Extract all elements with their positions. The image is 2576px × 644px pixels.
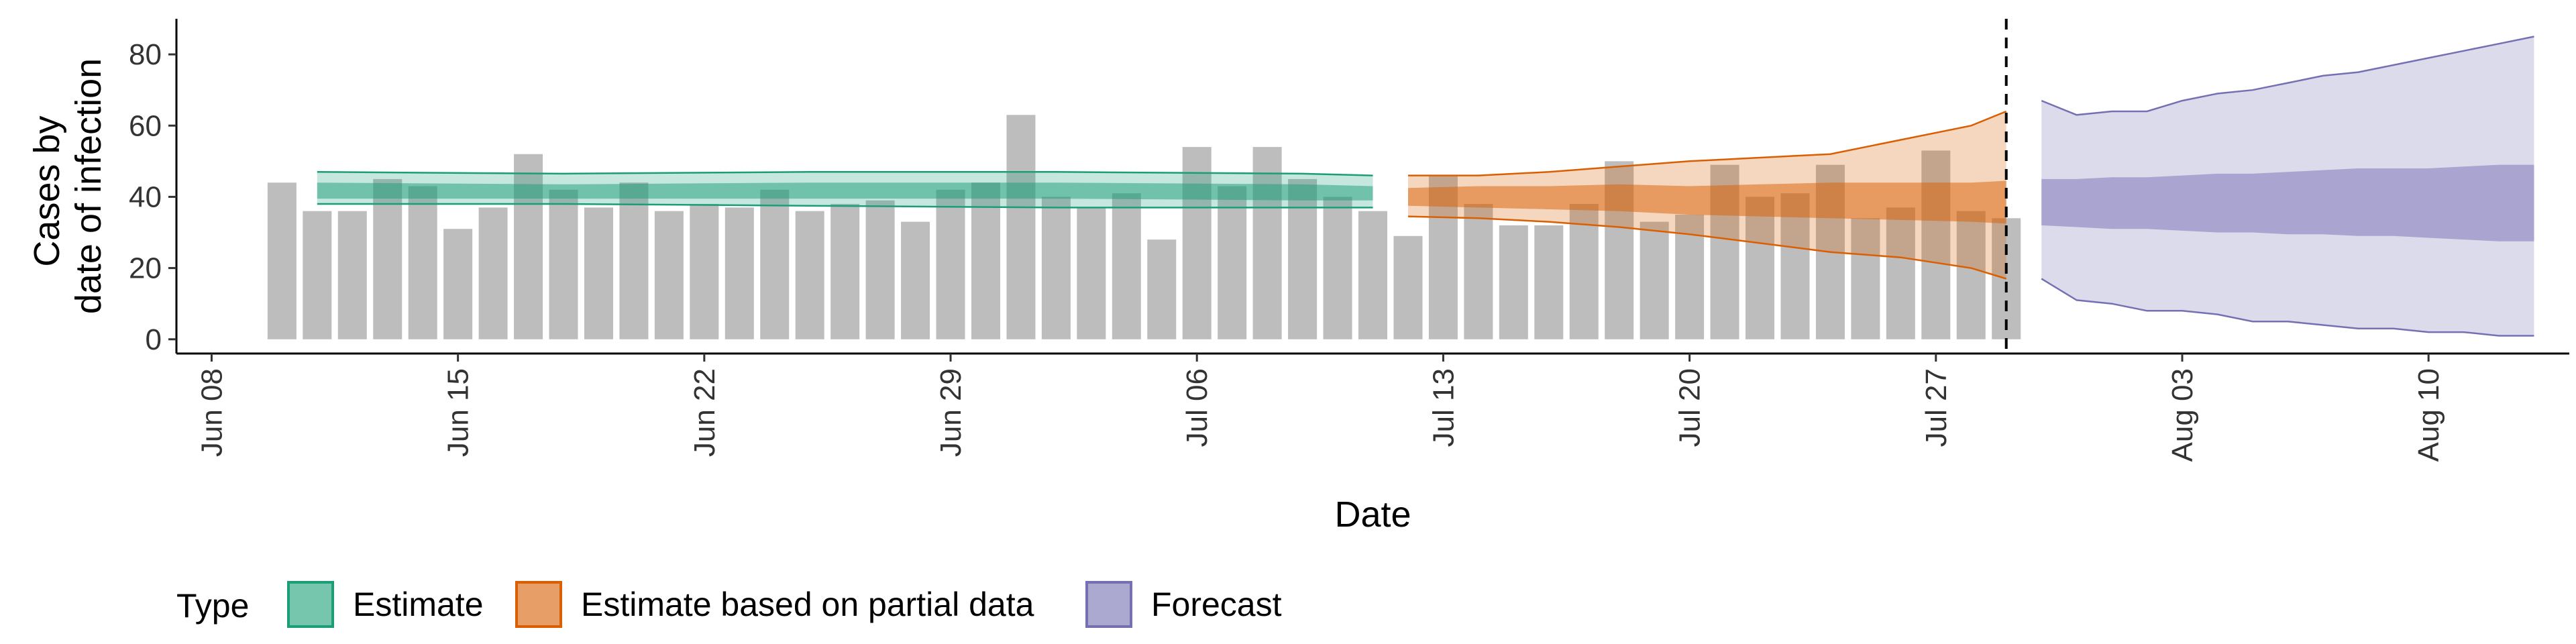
legend-item-estimate-based-on-partial-data: Estimate based on partial data — [515, 581, 1034, 628]
x-tick-label: Aug 10 — [2412, 368, 2445, 462]
legend-label: Estimate based on partial data — [581, 586, 1034, 623]
case-bar — [337, 211, 367, 339]
case-bar — [1077, 207, 1106, 339]
estimate-based-on-partial-data-band-50 — [1408, 180, 2006, 224]
legend-swatch — [287, 581, 334, 628]
estimate-upper-line — [317, 171, 1373, 176]
y-tick-label: 80 — [129, 38, 162, 71]
x-tick-label: Jun 08 — [195, 368, 228, 457]
case-bar — [865, 200, 895, 339]
case-bar — [1323, 197, 1352, 339]
y-tick-label: 0 — [146, 323, 162, 356]
case-bar — [1218, 186, 1247, 339]
x-tick-label: Aug 03 — [2166, 368, 2199, 462]
case-bar — [619, 182, 649, 339]
forecast-lower-line — [2041, 278, 2534, 337]
ribbons-layer — [317, 36, 2534, 337]
case-bar — [373, 178, 402, 339]
estimate-lower-line — [317, 203, 1373, 209]
case-bar — [1569, 204, 1599, 339]
case-bar — [1112, 193, 1141, 339]
legend-label: Forecast — [1151, 586, 1282, 623]
y-tick-label: 40 — [129, 180, 162, 213]
x-tick-label: Jun 15 — [442, 368, 475, 457]
case-bar — [1851, 218, 1880, 339]
y-axis-title: Cases by date of infection — [27, 58, 109, 314]
case-bar — [1252, 147, 1282, 339]
x-tick-label: Jul 20 — [1674, 368, 1707, 447]
case-bar — [1393, 235, 1423, 339]
axes-layer — [175, 19, 2569, 355]
case-bar — [1921, 150, 1951, 339]
legend: Type Estimate Estimate based on partial d… — [176, 581, 1282, 628]
x-tick-label: Jul 06 — [1181, 368, 1214, 447]
case-bar — [1288, 178, 1318, 339]
case-bar — [1147, 239, 1177, 339]
estimate-based-on-partial-data-lower-line — [1407, 215, 2007, 280]
case-bar — [654, 211, 684, 339]
legend-item-forecast: Forecast — [1085, 581, 1282, 628]
case-bar — [936, 189, 965, 339]
legend-items: Estimate Estimate based on partial data Fo… — [287, 581, 1282, 628]
case-bar — [303, 211, 332, 339]
x-tick-label: Jun 22 — [688, 368, 721, 457]
x-tick-label: Jul 27 — [1920, 368, 1953, 447]
x-axis-ticks: Jun 08 Jun 15 Jun 22 Jun 29 Jul 06 Jul 13 Jul … — [195, 354, 2445, 462]
case-bar — [1534, 225, 1564, 339]
case-bar — [443, 229, 473, 339]
case-bar — [901, 221, 930, 339]
y-axis-title-line-1: Cases by — [27, 115, 67, 266]
case-bar — [1182, 147, 1212, 339]
case-bar — [267, 182, 297, 339]
x-axis-title: Date — [1334, 494, 1411, 535]
estimate-based-on-partial-data-upper-line — [1408, 110, 2007, 176]
case-bar — [478, 207, 508, 339]
y-axis-title-line-2: date of infection — [68, 58, 109, 314]
case-bar — [760, 189, 790, 339]
case-bar — [1956, 211, 1986, 339]
case-bar — [408, 186, 437, 339]
estimate-band-50 — [317, 182, 1373, 201]
case-bar — [971, 182, 1000, 339]
case-bar — [1358, 211, 1388, 339]
y-axis-ticks: 0 20 40 60 80 — [129, 38, 176, 356]
case-bar — [830, 204, 860, 339]
case-bar — [584, 207, 613, 339]
case-bar — [795, 211, 824, 339]
case-bar — [1640, 221, 1669, 339]
forecast-band-50 — [2041, 164, 2534, 241]
x-tick-label: Jun 29 — [934, 368, 967, 457]
case-bar — [1041, 197, 1071, 339]
y-tick-label: 20 — [129, 252, 162, 285]
case-bar — [690, 204, 719, 339]
case-bar — [724, 207, 754, 339]
legend-swatch — [1085, 581, 1132, 628]
case-bar — [1006, 115, 1036, 339]
forecast-upper-line — [2041, 36, 2534, 116]
legend-item-estimate: Estimate — [287, 581, 484, 628]
legend-swatch — [515, 581, 562, 628]
case-bar — [1886, 207, 1915, 339]
case-bar — [1780, 193, 1810, 339]
y-tick-label: 60 — [129, 109, 162, 142]
case-bar — [549, 189, 578, 339]
x-tick-label: Jul 13 — [1427, 368, 1460, 447]
case-bar — [1499, 225, 1528, 339]
case-bar — [1992, 218, 2021, 339]
legend-label: Estimate — [353, 586, 484, 623]
case-bar — [1746, 197, 1775, 339]
legend-title: Type — [176, 587, 249, 625]
case-bar — [1464, 204, 1493, 339]
